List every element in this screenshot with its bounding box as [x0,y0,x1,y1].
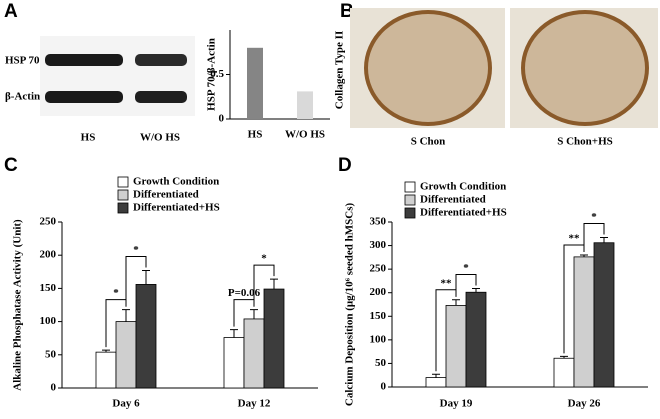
legend-swatch [117,189,129,201]
significance-bracket [455,273,477,297]
y-tick-label: 50 [45,348,57,360]
y-tick-label: 250 [40,216,57,228]
blot-lane-label: HS [81,132,96,144]
image-caption: S Chon+HS [557,136,613,148]
legend-swatch [404,194,416,206]
annotation: * [113,287,119,299]
bar [95,351,117,389]
y-axis-title: HSP 70/β-Actin [206,38,218,111]
error-bar [580,254,588,257]
error-bar [432,373,440,378]
bar [263,288,285,389]
legend-label: Growth Condition [420,181,506,193]
legend-label: Growth Condition [133,176,219,188]
y-tick-label: 100 [40,315,57,327]
error-bar [472,287,480,293]
annotation: ** [441,277,453,289]
error-bar [122,309,130,322]
error-bar [560,355,568,359]
annotation: ** [569,233,581,245]
bar [297,91,313,119]
annotation: * [261,253,267,265]
panel-label: C [4,155,18,176]
error-bar [142,269,150,285]
x-tick-label: W/O HS [285,129,325,141]
y-axis-title: Alkaline Phosphatase Activity (Unit) [12,219,24,391]
y-tick-label: 100 [370,333,387,345]
x-tick-label: HS [248,129,263,141]
western-blot [40,36,195,116]
y-tick-label: 150 [40,282,57,294]
x-tick-label: Day 6 [112,398,140,410]
panel-label: D [338,155,352,176]
x-tick-label: Day 19 [440,398,473,410]
legend-label: Differentiated [420,194,486,206]
bar [243,318,265,389]
error-bar [270,278,278,290]
bar [135,284,157,389]
y-tick-label: 300 [370,239,387,251]
y-tick-label: 200 [40,249,57,261]
annotation: * [133,244,139,256]
legend-label: Differentiated+HS [420,207,507,219]
y-tick-label: 0 [51,382,57,394]
blot-lane-label: W/O HS [140,132,180,144]
bar [593,242,615,388]
error-bar [600,237,608,243]
legend-swatch [117,202,129,214]
x-tick-label: Day 26 [568,398,601,410]
blot-row-label: HSP 70 [5,55,40,67]
x-tick-label: Day 12 [238,398,271,410]
bar [115,321,137,389]
significance-bracket [253,264,275,307]
error-bar [102,349,110,353]
bar [445,305,467,388]
bar [465,291,487,388]
panel-label: A [4,1,18,22]
y-tick-label: 350 [370,216,387,228]
y-tick-label: 0 [381,381,387,393]
y-tick-label: 150 [370,310,387,322]
error-bar [250,309,258,319]
legend-swatch [404,181,416,193]
legend-label: Differentiated [133,189,199,201]
image-caption: S Chon [411,136,446,148]
annotation: * [463,262,469,274]
blot-row-label: β-Actin [5,91,40,103]
bar [425,377,447,388]
y-tick-label: 200 [370,286,387,298]
y-axis-title: Calcium Deposition (μg/10⁶ seeded hMSCs) [344,203,356,407]
y-tick-label: 50 [375,357,387,369]
y-tick-label: 0.5 [210,68,224,80]
error-bar [230,329,238,338]
annotation: P=0.06 [228,287,261,299]
image-ylabel: Collagen Type II [334,31,346,109]
bar [553,357,575,388]
legend-swatch [117,176,129,188]
annotation: * [591,211,597,223]
significance-bracket [125,255,147,307]
bar [573,256,595,388]
significance-bracket [583,223,605,252]
legend-label: Differentiated+HS [133,202,220,214]
bar [247,47,263,119]
bar [223,337,245,389]
legend-swatch [404,207,416,219]
y-tick-label: 250 [370,263,387,275]
histology-images [350,8,658,128]
error-bar [452,299,460,306]
y-tick-label: 0 [219,113,225,125]
